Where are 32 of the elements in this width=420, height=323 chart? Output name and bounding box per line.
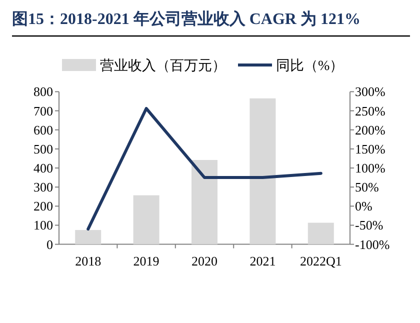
y2-tick-label: 200% [355, 122, 386, 138]
y-tick-label: 800 [34, 84, 53, 100]
y2-tick-label: 300% [355, 84, 386, 100]
y-tick-label: 100 [34, 218, 53, 233]
legend-label: 同比（%） [276, 58, 344, 74]
line-series [86, 106, 322, 231]
y-tick-label: 500 [34, 141, 53, 156]
y2-tick-label: 150% [355, 141, 386, 156]
y-tick-label: 700 [34, 103, 53, 118]
bar [250, 98, 276, 244]
y2-tick-label: -100% [355, 236, 390, 252]
bar [75, 230, 102, 244]
bar [308, 222, 334, 244]
y2-tick-label: 100% [355, 160, 386, 176]
y2-tick-label: 250% [355, 103, 386, 118]
x-tick-label: 2018 [75, 253, 102, 268]
x-tick-label: 2022Q1 [300, 253, 342, 268]
chart-title: 图15：2018-2021 年公司营业收入 CAGR 为 121% [12, 10, 360, 28]
y-tick-label: 300 [34, 180, 53, 195]
bar [192, 160, 218, 244]
y2-tick-label: -50% [355, 218, 384, 233]
y2-tick-label: 50% [355, 180, 379, 195]
y-tick-label: 200 [34, 198, 53, 214]
x-tick-label: 2021 [250, 253, 276, 268]
y2-tick-label: 0% [355, 198, 372, 214]
x-tick-label: 2020 [192, 253, 218, 268]
bar [133, 195, 160, 244]
legend-label: 营业收入（百万元） [100, 58, 226, 74]
y-tick-label: 400 [34, 160, 53, 176]
y-tick-label: 600 [34, 122, 53, 138]
x-tick-label: 2019 [133, 253, 160, 268]
y-tick-label: 0 [46, 236, 53, 252]
